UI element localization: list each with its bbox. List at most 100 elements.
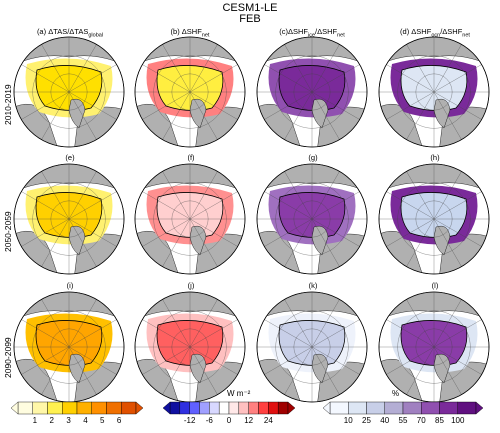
colorbar-swatch xyxy=(179,401,190,415)
landmass-greenland xyxy=(433,98,451,129)
colorbar-swatch xyxy=(228,401,240,415)
meridian-line xyxy=(386,64,482,120)
colorbar-fraction-unit: % xyxy=(392,389,400,398)
map-border xyxy=(378,36,490,148)
colorbar-swatch xyxy=(106,401,122,415)
colorbar-arrow-high xyxy=(287,401,296,415)
colorbar-swatch xyxy=(248,401,259,415)
meridian-line xyxy=(21,319,117,375)
colorbar-arrow-low xyxy=(162,401,171,415)
polar-map-panel xyxy=(13,163,125,275)
panel-label-l: (l) xyxy=(431,281,439,290)
panel-label-i: (i) xyxy=(66,281,74,290)
colorbar-tick-label: 12 xyxy=(244,416,254,425)
colorbar-tick-label: 85 xyxy=(435,416,444,425)
colorbar-arrow-high xyxy=(475,401,484,415)
colorbar-swatch xyxy=(91,401,107,415)
polar-map-panel xyxy=(378,163,490,275)
polar-map-panel xyxy=(13,291,125,403)
colorbar-tick-label: 55 xyxy=(398,416,408,425)
colorbar-swatch xyxy=(439,401,458,415)
meridian-line xyxy=(21,191,117,247)
colorbar-swatch xyxy=(384,401,404,415)
colorbar-swatch xyxy=(76,401,92,415)
meridian-line xyxy=(386,191,482,247)
panel-label-j: (j) xyxy=(187,281,195,290)
meridian-line xyxy=(142,191,238,247)
landmass-greenland xyxy=(433,225,451,256)
landmass-greenland xyxy=(311,225,329,256)
landmass-greenland xyxy=(189,98,207,129)
panel-label-g: (g) xyxy=(308,153,318,162)
map-border xyxy=(13,36,125,148)
colorbar-swatch xyxy=(366,401,385,415)
map-border xyxy=(256,291,368,403)
colorbar-tick-label: 0 xyxy=(226,416,232,425)
colorbar-swatch xyxy=(421,401,440,415)
landmass-greenland xyxy=(68,353,86,384)
colorbar-tick-label: 1 xyxy=(32,416,38,425)
colorbar-swatch xyxy=(17,401,33,415)
polar-map-panel xyxy=(134,163,246,275)
map-border xyxy=(256,36,368,148)
map-border xyxy=(134,163,246,275)
colorbar-tick-label: 70 xyxy=(416,416,426,425)
colorbar-tick-label: -12 xyxy=(183,416,196,425)
colorbar-tick-label: 4 xyxy=(83,416,88,425)
polar-map-panel xyxy=(256,163,368,275)
colorbar-swatch xyxy=(189,401,200,415)
meridian-line xyxy=(142,64,238,120)
colorbar-swatch xyxy=(402,401,422,415)
colorbar-tick-label: 25 xyxy=(362,416,371,425)
colorbar-tick-label: 100 xyxy=(451,416,465,425)
colorbar-tick-label: 40 xyxy=(380,416,390,425)
colorbar-swatch xyxy=(457,401,477,415)
polar-map-panel xyxy=(134,291,246,403)
colorbar-swatch xyxy=(218,401,230,415)
map-border xyxy=(256,163,368,275)
colorbar-tick-label: 10 xyxy=(343,416,353,425)
colorbar-swatch xyxy=(277,401,289,415)
colorbar-swatch xyxy=(169,401,181,415)
polar-map-panel xyxy=(13,36,125,148)
figure-title-model: CESM1-LE xyxy=(222,2,278,14)
colorbar-swatch xyxy=(238,401,249,415)
figure-title-month: FEB xyxy=(239,13,261,25)
colorbar-swatch xyxy=(62,401,78,415)
landmass-greenland xyxy=(433,353,451,384)
landmass-greenland xyxy=(68,98,86,129)
polar-map-panel xyxy=(134,36,246,148)
landmass-greenland xyxy=(189,353,207,384)
colorbar-swatch xyxy=(199,401,210,415)
colorbar-arrow-low xyxy=(10,401,19,415)
colorbar-arrow-low xyxy=(322,401,331,415)
map-border xyxy=(13,163,125,275)
colorbar-shf-fraction xyxy=(322,401,484,415)
polar-map-panel xyxy=(378,36,490,148)
colorbar-tick-label: 6 xyxy=(116,416,122,425)
colorbar-swatch xyxy=(348,401,367,415)
polar-map-panel xyxy=(256,291,368,403)
colorbar-shf-net xyxy=(162,401,296,415)
colorbar-tas-ratio xyxy=(10,401,144,415)
meridian-line xyxy=(264,64,360,120)
colorbar-swatch xyxy=(329,401,349,415)
colorbar-tick-label: 5 xyxy=(100,416,105,425)
landmass-greenland xyxy=(311,98,329,129)
map-border xyxy=(378,163,490,275)
landmass-greenland xyxy=(68,225,86,256)
colorbar-swatch xyxy=(47,401,63,415)
landmass-greenland xyxy=(311,353,329,384)
colorbar-tick-label: -6 xyxy=(205,416,213,425)
meridian-line xyxy=(264,191,360,247)
colorbar-shf-unit: W m⁻² xyxy=(227,389,251,398)
colorbar-swatch xyxy=(268,401,279,415)
colorbar-swatch xyxy=(209,401,220,415)
column-title-a: (a) ΔTAS/ΔTASglobal xyxy=(36,27,104,39)
colorbar-swatch xyxy=(121,401,137,415)
column-title-b: (b) ΔSHFnet xyxy=(170,27,210,39)
colorbar-tick-label: 3 xyxy=(66,416,71,425)
column-title-d: (d) ΔSHFocn/ΔSHFnet xyxy=(400,27,470,39)
colorbar-tick-label: 2 xyxy=(49,416,54,425)
